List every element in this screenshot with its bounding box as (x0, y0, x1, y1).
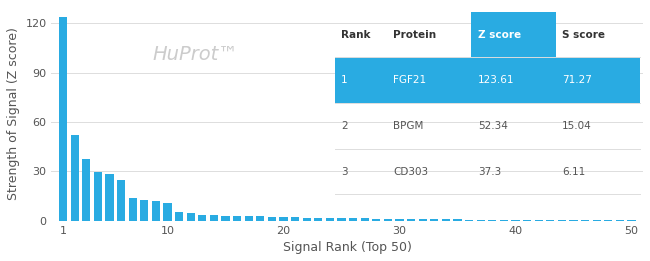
Text: 52.34: 52.34 (478, 121, 508, 131)
Bar (233, 216, 241, 221)
Text: HuProt™: HuProt™ (152, 45, 238, 64)
Bar (419, 219, 427, 221)
Bar (604, 220, 612, 221)
Bar (105, 174, 114, 221)
Bar (280, 217, 287, 221)
Bar (395, 219, 404, 221)
Text: Z score: Z score (478, 29, 521, 40)
Bar (407, 219, 415, 221)
Bar (244, 216, 253, 221)
Bar (616, 220, 624, 221)
Bar (117, 180, 125, 221)
Bar (534, 220, 543, 221)
Text: S score: S score (562, 29, 605, 40)
Bar (581, 220, 589, 221)
Bar (558, 220, 566, 221)
Text: CD303: CD303 (393, 167, 428, 177)
Bar (59, 17, 67, 221)
Bar (314, 218, 322, 221)
Text: 15.04: 15.04 (562, 121, 592, 131)
Text: 71.27: 71.27 (562, 75, 592, 85)
Bar (82, 159, 90, 221)
Bar (129, 198, 136, 221)
Text: 2: 2 (341, 121, 348, 131)
Bar (222, 216, 229, 221)
Y-axis label: Strength of Signal (Z score): Strength of Signal (Z score) (7, 27, 20, 200)
Bar (569, 220, 577, 221)
Bar (512, 220, 519, 221)
Bar (268, 217, 276, 221)
Text: 1: 1 (341, 75, 348, 85)
Bar (465, 220, 473, 221)
X-axis label: Signal Rank (Top 50): Signal Rank (Top 50) (283, 241, 411, 254)
Bar (198, 215, 206, 221)
Bar (372, 218, 380, 221)
Bar (488, 220, 497, 221)
Text: 123.61: 123.61 (478, 75, 514, 85)
Bar (627, 220, 636, 221)
Bar (210, 215, 218, 221)
Bar (523, 220, 531, 221)
FancyBboxPatch shape (471, 12, 556, 57)
Text: BPGM: BPGM (393, 121, 424, 131)
Bar (593, 220, 601, 221)
Text: 37.3: 37.3 (478, 167, 501, 177)
Bar (546, 220, 554, 221)
Bar (71, 135, 79, 221)
FancyBboxPatch shape (335, 57, 640, 103)
Bar (187, 213, 195, 221)
Bar (349, 218, 357, 221)
Bar (291, 217, 299, 221)
Bar (361, 218, 369, 221)
Bar (256, 216, 265, 221)
Bar (303, 217, 311, 221)
Bar (500, 220, 508, 221)
Bar (94, 172, 102, 221)
Bar (442, 220, 450, 221)
Bar (337, 218, 346, 221)
Bar (152, 201, 160, 221)
Text: 3: 3 (341, 167, 348, 177)
Bar (175, 212, 183, 221)
Bar (326, 218, 334, 221)
Bar (384, 219, 392, 221)
Bar (454, 220, 462, 221)
Text: FGF21: FGF21 (393, 75, 426, 85)
Bar (476, 220, 485, 221)
Bar (140, 200, 148, 221)
Bar (430, 219, 438, 221)
Text: 6.11: 6.11 (562, 167, 586, 177)
Bar (163, 203, 172, 221)
Text: Protein: Protein (393, 29, 436, 40)
Text: Rank: Rank (341, 29, 370, 40)
